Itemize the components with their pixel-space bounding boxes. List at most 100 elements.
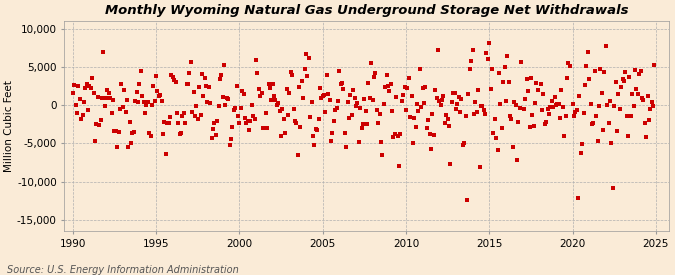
Point [219,63,230,67]
Point [248,114,259,118]
Point [529,123,539,128]
Point [466,59,477,63]
Point [418,101,429,106]
Point [442,116,453,121]
Point [190,114,200,118]
Point [592,139,603,144]
Point [375,140,386,144]
Point [346,113,357,117]
Point [155,93,165,97]
Point [173,121,184,125]
Point [267,81,278,86]
Point [68,90,78,95]
Point [153,94,164,98]
Point [310,127,321,132]
Point [643,117,654,122]
Point [327,130,338,135]
Point [69,83,80,87]
Point [117,105,128,109]
Point [209,121,220,125]
Point [215,77,225,82]
Point [337,81,348,85]
Point [402,86,412,90]
Point [94,123,105,127]
Point [373,121,383,125]
Point [315,86,325,90]
Point [374,112,385,116]
Point [541,120,551,124]
Point [294,84,304,89]
Point [497,80,508,84]
Point [151,73,161,78]
Point [423,118,433,122]
Point [333,99,344,103]
Point [198,94,209,98]
Point [637,96,647,101]
Point [585,101,596,106]
Point [261,111,271,115]
Point [325,139,336,143]
Point [115,107,126,112]
Point [159,120,170,124]
Point [477,104,488,108]
Point [433,48,443,52]
Point [504,79,514,84]
Point [613,92,624,96]
Point [639,121,650,125]
Point [254,94,265,98]
Point [508,145,518,149]
Point [493,71,504,75]
Point [225,137,236,141]
Point [120,110,131,115]
Point [271,103,282,108]
Point [246,103,257,108]
Point [230,106,240,110]
Point [392,133,403,138]
Point [192,117,203,122]
Point [249,116,260,121]
Point [103,91,114,95]
Point [275,134,286,138]
Point [405,115,416,119]
Point [287,73,298,78]
Point [399,84,410,89]
Point [518,106,529,111]
Point [174,131,185,136]
Point [547,105,558,109]
Point [539,122,550,126]
Point [587,122,597,127]
Point [458,143,468,148]
Point [445,161,456,166]
Point [389,132,400,136]
Point [527,113,538,117]
Point [242,119,253,123]
Point [580,82,591,87]
Point [317,94,328,98]
Point [234,121,245,126]
Point [648,104,659,108]
Point [414,67,425,72]
Point [112,145,123,149]
Point [270,98,281,103]
Point [571,108,582,112]
Point [330,108,341,112]
Point [352,101,362,105]
Point [278,117,289,122]
Point [181,82,192,87]
Point [145,134,156,138]
Point [618,79,629,84]
Point [298,95,308,100]
Point [468,112,479,116]
Point [570,110,580,115]
Point [227,125,238,129]
Point [306,100,317,104]
Point [546,99,557,103]
Point [589,69,600,73]
Point [212,119,223,123]
Point [413,109,424,113]
Point [245,119,256,123]
Point [354,140,364,144]
Point [454,95,464,99]
Point [308,134,319,138]
Point [502,54,513,59]
